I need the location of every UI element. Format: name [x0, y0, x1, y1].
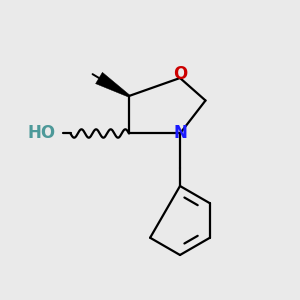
Polygon shape	[96, 72, 130, 97]
Text: N: N	[173, 124, 187, 142]
Text: HO: HO	[27, 124, 56, 142]
Text: O: O	[173, 65, 187, 83]
